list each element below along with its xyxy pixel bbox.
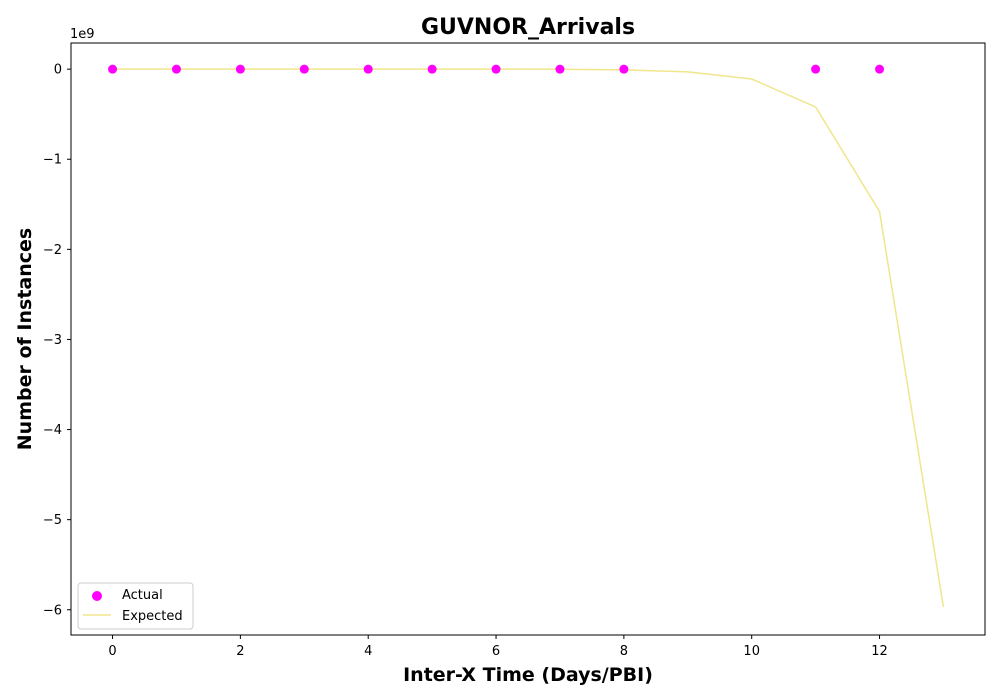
y-tick-label: −6 — [43, 603, 62, 618]
y-axis: 0 −1 −2 −3 −4 −5 −6 — [43, 63, 71, 618]
expected-line — [112, 68, 945, 608]
legend-box — [77, 582, 194, 630]
legend-expected-label: Expected — [122, 609, 183, 624]
actual-point — [171, 64, 181, 74]
actual-point — [619, 64, 629, 74]
actual-point — [235, 64, 245, 74]
legend-actual-label: Actual — [122, 588, 163, 603]
actual-point — [555, 64, 565, 74]
y-offset-label: 1e9 — [70, 27, 95, 42]
y-tick-label: −2 — [43, 243, 62, 258]
x-tick-label: 8 — [620, 644, 628, 659]
chart-title: GUVNOR_Arrivals — [421, 15, 635, 40]
actual-point — [491, 64, 501, 74]
actual-series — [108, 64, 885, 74]
actual-point — [108, 64, 118, 74]
x-tick-label: 12 — [871, 644, 888, 659]
x-tick-label: 6 — [492, 644, 500, 659]
x-tick-label: 10 — [743, 644, 760, 659]
expected-series — [112, 68, 945, 608]
plot-area — [70, 42, 986, 636]
y-tick-label: −5 — [43, 513, 62, 528]
x-axis-label: Inter-X Time (Days/PBI) — [403, 664, 653, 686]
x-axis: 0 2 4 6 8 10 12 — [108, 635, 888, 659]
x-tick-label: 0 — [108, 644, 116, 659]
actual-point — [427, 64, 437, 74]
actual-point — [875, 64, 885, 74]
x-tick-label: 4 — [364, 644, 372, 659]
actual-point — [811, 64, 821, 74]
y-tick-label: −1 — [43, 153, 62, 168]
legend-actual-marker — [92, 591, 102, 601]
y-tick-label: 0 — [54, 63, 62, 78]
actual-point — [363, 64, 373, 74]
x-tick-label: 2 — [236, 644, 244, 659]
actual-point — [299, 64, 309, 74]
y-axis-label: Number of Instances — [14, 228, 36, 450]
y-tick-label: −3 — [43, 333, 62, 348]
y-tick-label: −4 — [43, 423, 62, 438]
legend: Actual Expected — [77, 582, 194, 630]
